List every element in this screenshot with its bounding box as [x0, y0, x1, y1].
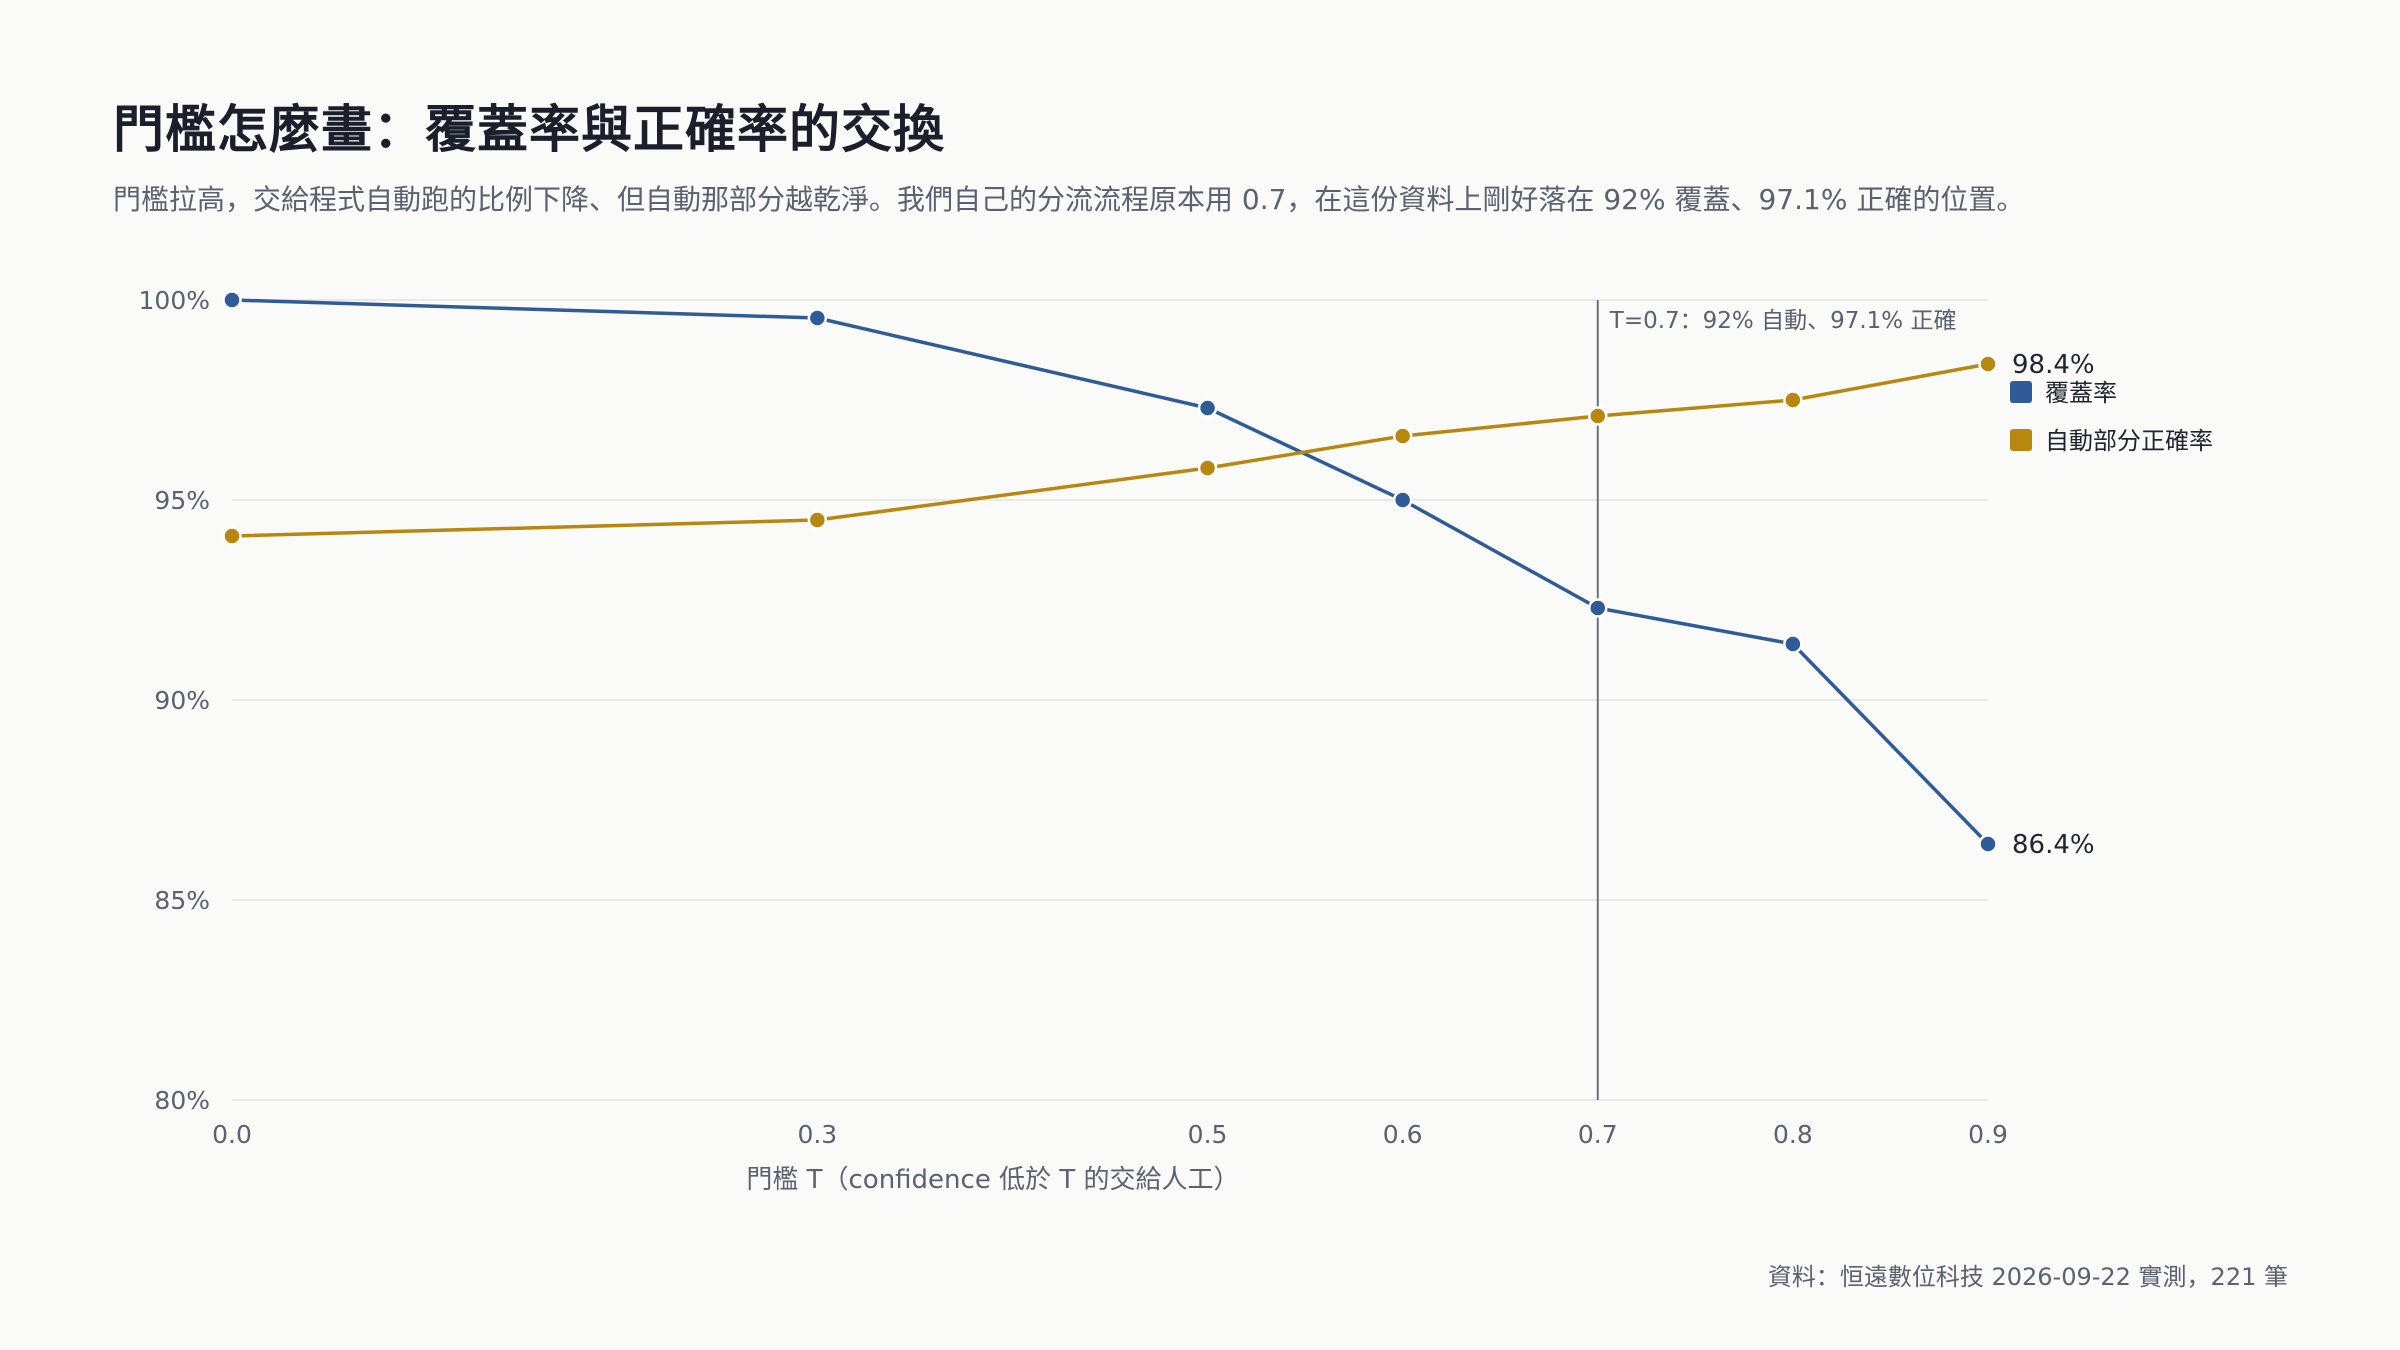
y-tick-label: 80%: [154, 1086, 210, 1115]
series-line: [230, 362, 1990, 538]
legend-swatch: [2010, 429, 2032, 451]
data-point: [1197, 398, 1218, 418]
data-point: [1588, 406, 1608, 426]
reference-line-group: T=0.7：92% 自動、97.1% 正確: [1596, 300, 1957, 1100]
series-line: [230, 298, 1990, 846]
data-point: [222, 290, 242, 310]
legend-swatch: [2010, 381, 2032, 403]
chart-title: 門檻怎麼畫：覆蓋率與正確率的交換: [113, 101, 946, 160]
series-coverage: 86.4%: [222, 290, 2095, 860]
x-tick-label: 0.0: [212, 1120, 252, 1149]
x-tick-label: 0.3: [797, 1120, 837, 1149]
x-tick-label: 0.5: [1188, 1120, 1228, 1149]
data-point: [807, 510, 828, 530]
x-tick-label: 0.8: [1773, 1120, 1813, 1149]
chart-subtitle: 門檻拉高，交給程式自動跑的比例下降、但自動那部分越乾淨。我們自己的分流流程原本用…: [113, 183, 2025, 216]
y-tick-label: 100%: [139, 286, 210, 315]
series-group: 86.4% 98.4%: [222, 290, 2095, 860]
data-point: [222, 526, 242, 546]
data-point: [1978, 354, 1998, 374]
x-tick-label: 0.7: [1578, 1120, 1618, 1149]
data-point: [1978, 834, 1998, 854]
data-point: [807, 308, 828, 328]
reference-line-label: T=0.7：92% 自動、97.1% 正確: [1609, 308, 1957, 334]
y-tick-label: 85%: [154, 886, 210, 915]
series-accuracy: 98.4%: [222, 350, 2095, 546]
end-value-label: 86.4%: [2012, 830, 2095, 860]
legend-label: 覆蓋率: [2045, 379, 2117, 407]
data-point: [1783, 634, 1803, 654]
y-axis: 80% 85% 90% 95% 100%: [139, 286, 210, 1115]
legend-item: 覆蓋率: [2010, 379, 2117, 407]
x-tick-label: 0.6: [1383, 1120, 1423, 1149]
legend-item: 自動部分正確率: [2010, 427, 2213, 455]
data-point: [1392, 490, 1413, 510]
data-point: [1197, 458, 1218, 478]
data-point: [1392, 426, 1413, 446]
legend-label: 自動部分正確率: [2045, 427, 2213, 455]
x-tick-label: 0.9: [1968, 1120, 2008, 1149]
gridlines: [232, 299, 1988, 1101]
x-axis: 0.0 0.3 0.5 0.6 0.7 0.8 0.9: [212, 1120, 2008, 1149]
data-point: [1783, 390, 1803, 410]
end-value-label: 98.4%: [2012, 350, 2095, 380]
y-tick-label: 90%: [154, 686, 210, 715]
y-tick-label: 95%: [154, 486, 210, 515]
data-point: [1588, 598, 1608, 618]
source-note: 資料：恒遠數位科技 2026-09-22 實測，221 筆: [1767, 1263, 2288, 1291]
x-axis-title: 門檻 T（confidence 低於 T 的交給人工）: [746, 1165, 1239, 1195]
